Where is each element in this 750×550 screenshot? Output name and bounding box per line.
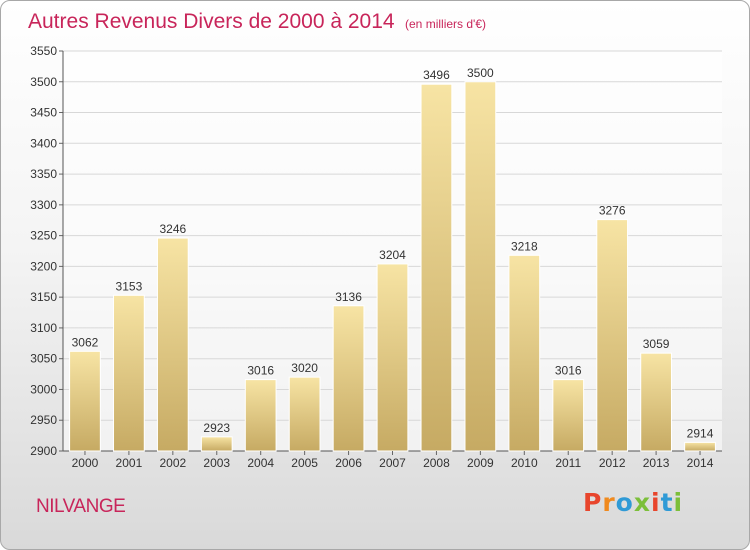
x-tick-label: 2003 [203, 456, 230, 470]
brand-letter: P [583, 488, 603, 517]
x-tick-label: 2005 [291, 456, 318, 470]
y-tick-label: 3050 [30, 352, 57, 366]
brand-letter: r [602, 488, 616, 517]
y-tick-label: 3500 [30, 75, 57, 89]
bar [376, 263, 409, 452]
y-tick-label: 3100 [30, 321, 57, 335]
proxiti-logo[interactable]: Proxiti [583, 488, 683, 517]
brand-letter: t [660, 488, 674, 517]
x-tick-label: 2007 [379, 456, 406, 470]
bar [552, 379, 585, 452]
y-tick-label: 3150 [30, 290, 57, 304]
commune-name: NILVANGE [36, 496, 126, 517]
bar [420, 83, 453, 452]
bar [596, 219, 629, 452]
x-tick-label: 2010 [511, 456, 538, 470]
data-label: 3016 [247, 364, 274, 378]
title-main: Autres Revenus Divers de 2000 à 2014 [28, 10, 395, 33]
y-tick-label: 2950 [30, 413, 57, 427]
data-label: 3136 [335, 290, 362, 304]
bar [200, 436, 233, 452]
data-label: 3059 [643, 337, 670, 351]
y-tick-label: 3350 [30, 167, 57, 181]
bar [508, 254, 541, 452]
y-tick-label: 3300 [30, 198, 57, 212]
data-label: 3276 [599, 204, 626, 218]
bar [640, 352, 672, 452]
y-tick-label: 3250 [30, 229, 57, 243]
brand-letter: x [633, 488, 651, 517]
x-tick-label: 2004 [247, 456, 274, 470]
brand-letter: o [615, 488, 634, 517]
data-label: 3500 [467, 66, 494, 80]
x-tick-label: 2002 [159, 456, 186, 470]
x-tick-label: 2001 [116, 456, 143, 470]
chart-title: Autres Revenus Divers de 2000 à 2014 (en… [28, 10, 486, 34]
y-tick-label: 3550 [30, 44, 57, 58]
data-label: 3153 [116, 279, 143, 293]
bar [69, 350, 101, 452]
data-label: 3062 [72, 335, 99, 349]
data-label: 2914 [687, 426, 714, 440]
x-tick-label: 2009 [467, 456, 494, 470]
brand-letter: i [673, 488, 684, 517]
y-tick-label: 3000 [30, 382, 57, 396]
data-label: 2923 [203, 421, 230, 435]
x-tick-label: 2011 [555, 456, 581, 470]
x-tick-label: 2013 [643, 456, 670, 470]
data-label: 3204 [379, 248, 406, 262]
bar [244, 379, 277, 452]
y-tick-label: 2900 [30, 444, 57, 458]
brand-letter: i [651, 488, 661, 517]
x-tick-label: 2012 [599, 456, 626, 470]
bar [684, 441, 716, 452]
bar [332, 305, 365, 452]
title-unit: (en milliers d'€) [405, 17, 486, 31]
bar [464, 81, 497, 452]
y-tick-label: 3200 [30, 259, 57, 273]
x-tick-label: 2014 [687, 456, 714, 470]
bar [113, 294, 145, 452]
data-label: 3020 [291, 361, 318, 375]
x-tick-label: 2008 [423, 456, 450, 470]
data-label: 3246 [159, 222, 186, 236]
x-tick-label: 2000 [72, 456, 99, 470]
bar [156, 237, 189, 452]
y-tick-label: 3450 [30, 106, 57, 120]
y-tick-label: 3400 [30, 136, 57, 150]
bar [288, 376, 321, 452]
data-label: 3496 [423, 68, 450, 82]
x-tick-label: 2006 [335, 456, 362, 470]
data-label: 3218 [511, 239, 538, 253]
data-label: 3016 [555, 364, 582, 378]
